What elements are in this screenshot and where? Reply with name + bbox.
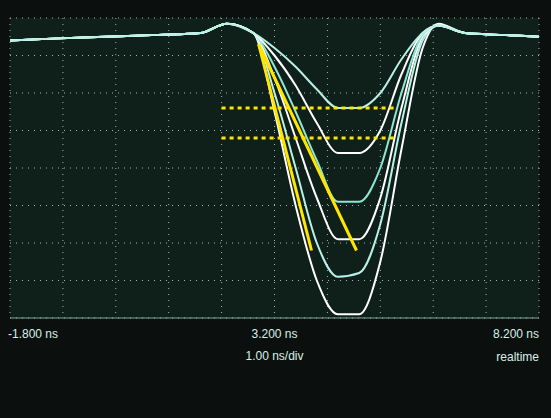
html-text:realtime: realtime — [496, 350, 539, 364]
svg-text:-1.800 ns: -1.800 ns — [8, 327, 58, 341]
svg-text:3.200 ns: 3.200 ns — [251, 327, 297, 341]
svg-text:8.200 ns: 8.200 ns — [493, 327, 539, 341]
svg-text:1.00 ns/div: 1.00 ns/div — [245, 349, 303, 363]
